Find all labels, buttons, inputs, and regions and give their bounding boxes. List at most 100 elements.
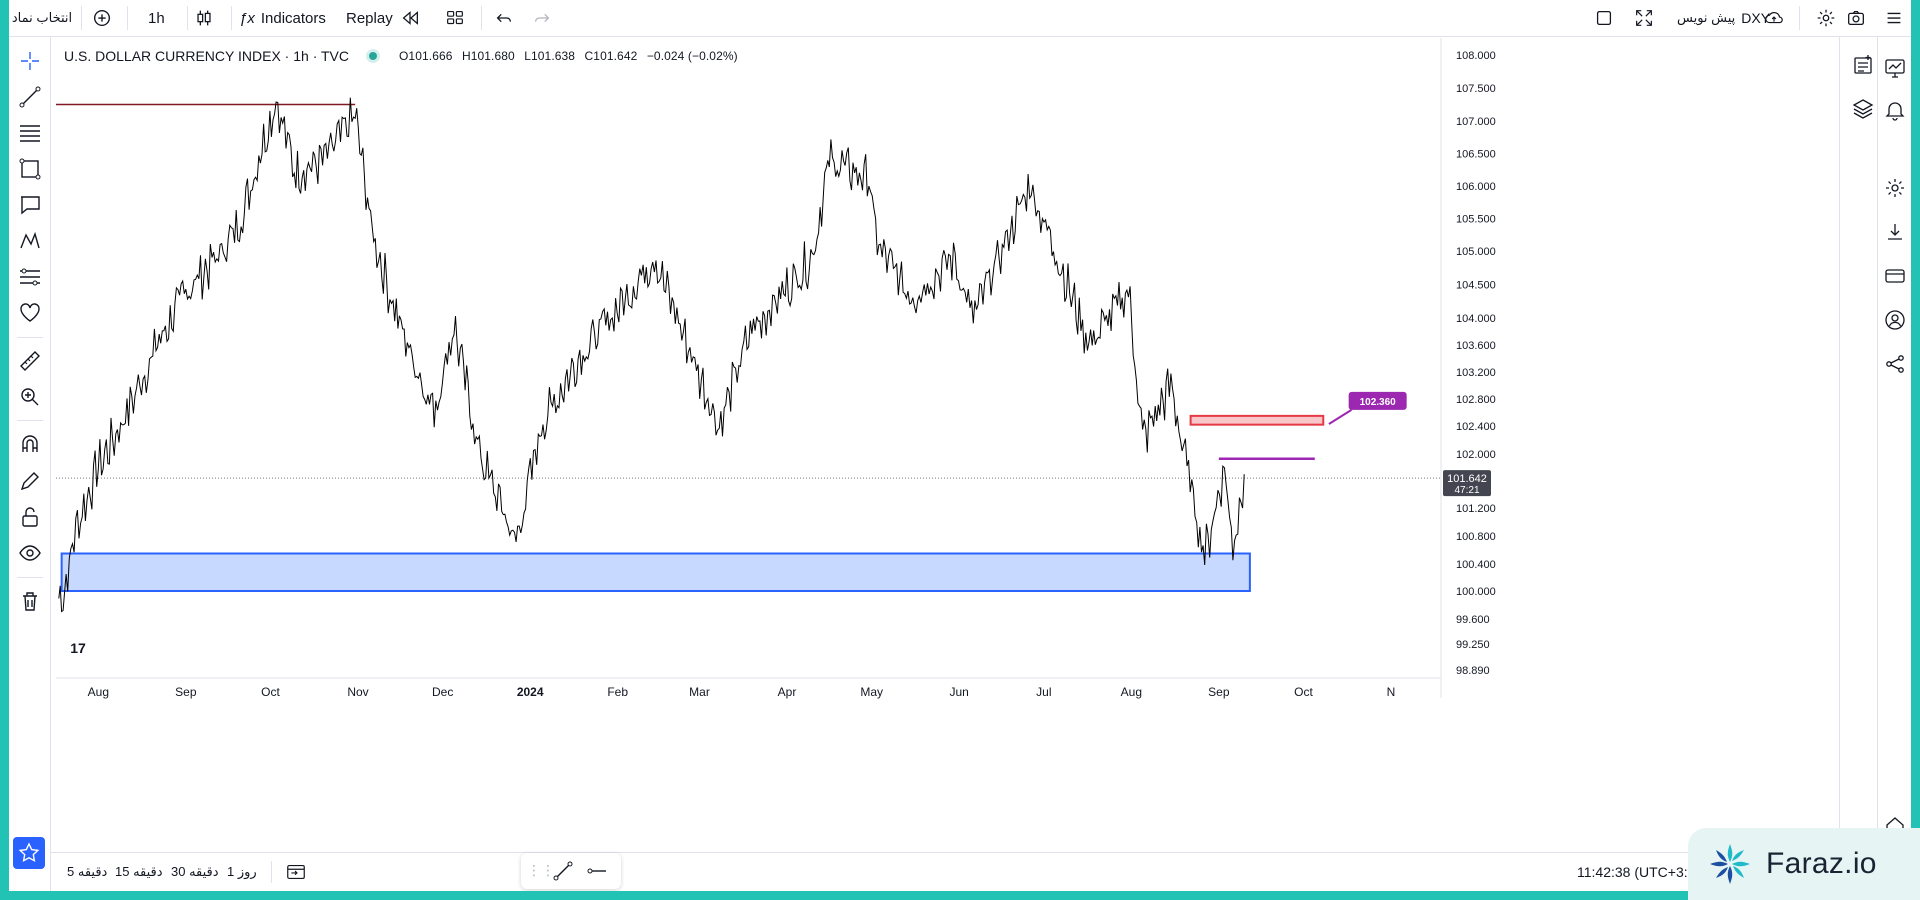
snapshot-button[interactable] xyxy=(1845,0,1867,36)
price-series-line[interactable] xyxy=(58,97,1245,613)
measure-tool[interactable] xyxy=(15,346,45,376)
chart-settings-button[interactable] xyxy=(1880,173,1910,203)
crosshair-tool[interactable] xyxy=(15,46,45,76)
divider xyxy=(231,6,232,30)
y-tick-label: 104.500 xyxy=(1456,280,1496,292)
tradingview-logo-bg xyxy=(64,634,92,662)
x-tick-label: Sep xyxy=(175,685,197,699)
alert-callout[interactable] xyxy=(1348,391,1407,410)
lock-drawings-button[interactable] xyxy=(15,502,45,532)
x-tick-label: Apr xyxy=(778,685,797,699)
goto-date-button[interactable] xyxy=(285,853,307,891)
trendline-tool[interactable] xyxy=(15,82,45,112)
symbol-title[interactable]: U.S. DOLLAR CURRENCY INDEX · 1h · TVC xyxy=(64,48,349,64)
annotation-tool[interactable] xyxy=(15,190,45,220)
trend-line-icon xyxy=(19,86,41,108)
x-tick-label: Jul xyxy=(1036,685,1051,699)
pattern-tool[interactable] xyxy=(15,226,45,256)
profile-button[interactable] xyxy=(1880,305,1910,335)
ohlc-close: C101.642 xyxy=(584,49,638,63)
publish-button[interactable] xyxy=(1763,0,1785,36)
rectangle-icon xyxy=(19,158,41,180)
download-button[interactable] xyxy=(1880,217,1910,247)
undo-button[interactable] xyxy=(493,0,515,36)
trash-icon xyxy=(23,592,37,611)
chart-type-button[interactable] xyxy=(193,0,215,36)
y-tick-label: 102.400 xyxy=(1456,421,1496,433)
range-5m-button[interactable]: 5 دقیقه xyxy=(67,864,108,879)
menu-button[interactable] xyxy=(1883,0,1905,36)
symbol-picker-button[interactable]: انتخاب نماد xyxy=(11,10,73,25)
interval-button[interactable]: 1h xyxy=(148,9,165,27)
y-tick-label: 102.000 xyxy=(1456,449,1496,461)
x-tick-label: Sep xyxy=(1208,685,1230,699)
icon-tool[interactable] xyxy=(15,298,45,328)
prediction-tool[interactable] xyxy=(15,262,45,292)
zoom-in-icon xyxy=(21,388,39,406)
settings-button[interactable] xyxy=(1815,0,1837,36)
range-30m-button[interactable]: 30 دقیقه xyxy=(171,864,219,879)
heart-icon xyxy=(20,303,40,322)
redo-button[interactable] xyxy=(531,0,553,36)
hide-drawings-button[interactable] xyxy=(15,538,45,568)
add-symbol-button[interactable] xyxy=(91,0,113,36)
widget-bar xyxy=(1877,37,1911,891)
wallet-button[interactable] xyxy=(1880,261,1910,291)
indicators-button[interactable]: ƒx Indicators xyxy=(239,0,326,36)
watermark-badge: Faraz.io xyxy=(1688,828,1920,900)
range-1d-button[interactable]: 1 روز xyxy=(227,864,257,879)
layout-button[interactable] xyxy=(444,0,466,36)
fullscreen-frame-button[interactable] xyxy=(1593,0,1615,36)
share-icon xyxy=(1886,355,1904,373)
symbol-label: DXY xyxy=(1741,10,1771,26)
bell-icon xyxy=(1885,102,1905,121)
x-tick-label: Aug xyxy=(1121,685,1142,699)
x-tick-label: Oct xyxy=(1294,685,1313,699)
demand-zone-rectangle[interactable] xyxy=(60,552,1251,592)
gear-icon xyxy=(1817,9,1835,27)
x-tick-label: Oct xyxy=(261,685,280,699)
horizontal-ray-icon[interactable] xyxy=(585,859,609,883)
ruler-icon xyxy=(20,351,40,371)
y-tick-label: 106.000 xyxy=(1456,181,1496,193)
trend-line-icon[interactable] xyxy=(551,859,575,883)
rewind-icon xyxy=(402,11,418,25)
y-tick-label: 101.200 xyxy=(1456,503,1496,515)
range-15m-button[interactable]: 15 دقیقه xyxy=(115,864,163,879)
shape-tool[interactable] xyxy=(15,154,45,184)
share-button[interactable] xyxy=(1880,349,1910,379)
market-status-dot xyxy=(369,52,377,60)
drag-handle-icon[interactable]: ⋮⋮ xyxy=(527,862,555,878)
watermark-text: Faraz.io xyxy=(1766,847,1877,880)
favorites-button[interactable] xyxy=(13,837,45,869)
zoom-tool[interactable] xyxy=(15,382,45,412)
price-chart[interactable]: 108.000 107.500 107.000 106.500 106.000 105.5… xyxy=(56,38,1836,828)
tradingview-logo-icon[interactable]: 17 xyxy=(70,640,86,656)
x-tick-label: Dec xyxy=(432,685,453,699)
expand-icon xyxy=(1636,10,1652,26)
magnet-tool[interactable] xyxy=(15,430,45,460)
screener-button[interactable] xyxy=(1880,53,1910,83)
divider xyxy=(17,577,43,578)
clock-display[interactable]: 11:42:38 (UTC+3:30) xyxy=(1577,864,1708,880)
object-tree-button[interactable] xyxy=(1848,93,1878,123)
monitor-chart-icon xyxy=(1885,59,1905,78)
x-tick-label: 2024 xyxy=(517,685,544,699)
supply-zone-rectangle[interactable] xyxy=(1189,414,1325,426)
fib-tool[interactable] xyxy=(15,118,45,148)
divider xyxy=(17,337,43,338)
replay-button[interactable]: Replay xyxy=(346,0,421,36)
y-tick-label: 103.600 xyxy=(1456,340,1496,352)
write-idea-button[interactable]: پیش نویس DXY xyxy=(1677,0,1770,36)
remove-drawings-button[interactable] xyxy=(15,586,45,616)
y-tick-label: 102.800 xyxy=(1456,394,1496,406)
watchlist-panel-button[interactable] xyxy=(1848,50,1878,80)
stay-drawing-tool[interactable] xyxy=(15,466,45,496)
fullscreen-button[interactable] xyxy=(1633,0,1655,36)
y-tick-label: 106.500 xyxy=(1456,149,1496,161)
divider xyxy=(271,861,272,883)
y-tick-label: 105.500 xyxy=(1456,214,1496,226)
x-tick-label: N xyxy=(1387,685,1396,699)
x-tick-label: May xyxy=(860,685,883,699)
alerts-button[interactable] xyxy=(1880,95,1910,125)
